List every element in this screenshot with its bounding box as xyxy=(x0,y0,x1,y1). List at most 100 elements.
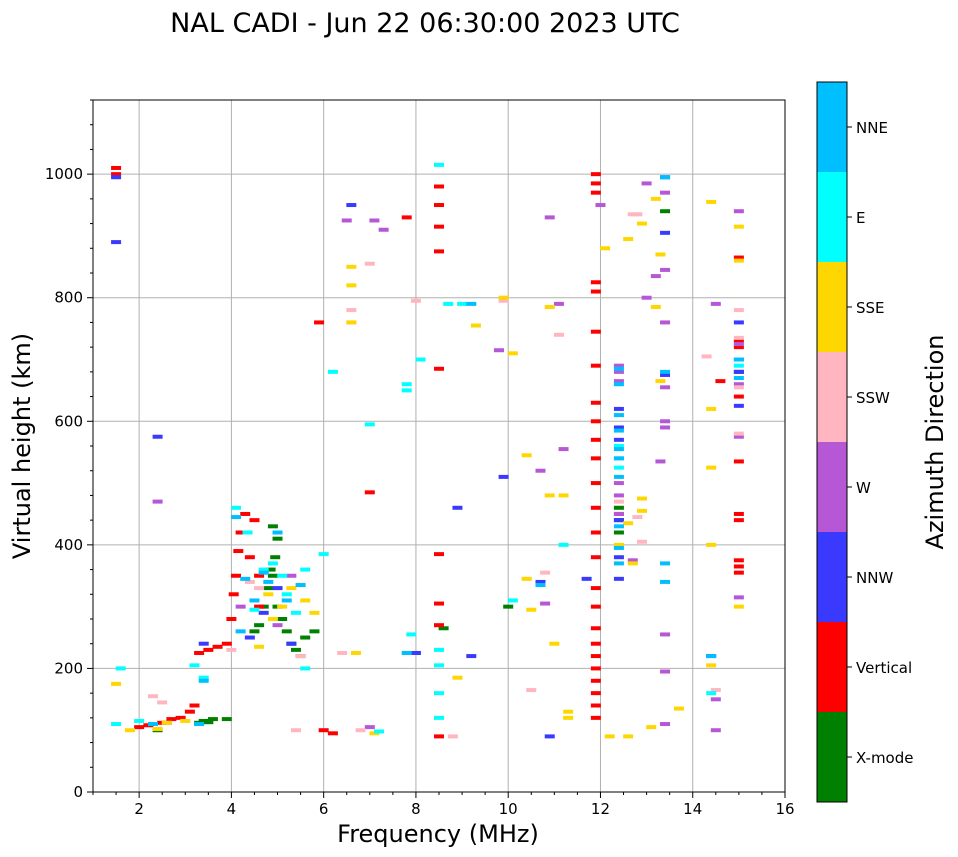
data-point-vertical xyxy=(434,203,444,208)
data-point-nne xyxy=(660,561,671,566)
data-point-sse xyxy=(636,508,647,513)
y-axis-label: Virtual height (km) xyxy=(8,333,36,559)
data-point-vertical xyxy=(590,456,601,461)
data-point-ssw xyxy=(733,385,744,390)
data-point-vertical xyxy=(111,172,122,177)
data-point-x-mode xyxy=(265,567,276,572)
colorbar-segment-x-mode xyxy=(817,712,847,802)
data-point-vertical xyxy=(434,601,444,606)
data-point-nnw xyxy=(581,576,592,581)
data-point-x-mode xyxy=(249,629,260,634)
data-point-nnw xyxy=(660,230,671,235)
data-point-e xyxy=(507,598,518,603)
data-point-nne xyxy=(613,366,624,371)
data-point-x-mode xyxy=(270,555,281,560)
data-point-e xyxy=(558,542,569,547)
data-point-nnw xyxy=(613,576,624,581)
data-point-e xyxy=(434,663,444,668)
data-point-vertical xyxy=(590,715,601,720)
data-point-ssw xyxy=(244,579,255,584)
data-point-vertical xyxy=(233,549,244,554)
data-point-w xyxy=(660,385,671,390)
data-point-nnw xyxy=(346,203,357,208)
data-point-nnw xyxy=(613,518,624,523)
data-point-vertical xyxy=(733,558,744,563)
data-point-e xyxy=(364,422,375,427)
data-point-vertical xyxy=(221,641,232,646)
data-point-vertical xyxy=(733,338,744,343)
data-point-nnw xyxy=(410,650,421,655)
data-point-vertical xyxy=(590,678,601,683)
data-point-x-mode xyxy=(438,626,449,631)
data-point-sse xyxy=(267,617,278,621)
data-point-nne xyxy=(613,456,624,461)
data-point-x-mode xyxy=(613,505,624,510)
data-point-e xyxy=(327,369,338,374)
data-point-vertical xyxy=(733,564,744,569)
data-point-ssw xyxy=(447,734,458,739)
data-point-nne xyxy=(281,598,292,603)
data-point-nne xyxy=(235,629,246,634)
data-point-vertical xyxy=(134,725,145,730)
data-point-nnw xyxy=(258,610,269,615)
data-point-w xyxy=(733,382,744,387)
data-point-vertical xyxy=(434,552,444,557)
data-point-sse xyxy=(655,252,666,257)
data-point-ssw xyxy=(498,298,509,303)
data-point-vertical xyxy=(194,650,205,655)
data-point-w xyxy=(660,669,671,674)
data-point-sse xyxy=(263,592,274,597)
data-point-e xyxy=(258,567,269,572)
data-point-vertical xyxy=(590,481,601,486)
data-point-vertical xyxy=(314,320,325,325)
data-point-vertical xyxy=(254,604,265,609)
data-point-nne xyxy=(613,545,624,550)
x-tick-label: 16 xyxy=(775,800,794,818)
x-axis-ticks: 2 4 6 8 10 12 14 16 xyxy=(92,792,795,818)
data-point-sse xyxy=(470,323,481,328)
colorbar-segment-sse xyxy=(817,262,847,352)
data-point-nne xyxy=(660,579,671,584)
data-point-w xyxy=(660,267,671,272)
data-point-w xyxy=(613,369,624,374)
data-point-nnw xyxy=(198,641,209,646)
data-point-vertical xyxy=(364,490,375,495)
data-point-e xyxy=(267,561,278,566)
data-point-e xyxy=(242,530,253,535)
colorbar-tick-label: X-mode xyxy=(856,749,913,767)
colorbar-frame xyxy=(816,81,848,803)
data-point-e xyxy=(290,610,301,615)
data-point-ssw xyxy=(701,354,712,359)
data-point-w xyxy=(710,697,721,702)
data-point-w xyxy=(613,379,624,384)
data-point-w xyxy=(272,623,283,628)
data-point-sse xyxy=(706,542,717,547)
data-point-w xyxy=(660,190,671,195)
data-point-sse xyxy=(452,675,463,680)
data-point-ssw xyxy=(254,586,265,591)
x-tick-label: 4 xyxy=(227,800,237,818)
data-point-sse xyxy=(646,725,657,730)
data-point-sse xyxy=(650,196,661,201)
data-point-x-mode xyxy=(207,717,218,722)
data-point-e xyxy=(281,592,292,597)
data-point-w xyxy=(660,320,671,325)
data-point-nnw xyxy=(733,403,744,408)
x-tick-label: 8 xyxy=(411,800,421,818)
data-point-vertical xyxy=(244,555,255,560)
data-point-sse xyxy=(521,576,532,581)
y-tick-label: 1000 xyxy=(45,165,83,183)
data-point-nne xyxy=(147,722,158,727)
data-point-vertical xyxy=(733,459,744,464)
data-point-vertical xyxy=(590,172,601,177)
data-point-vertical xyxy=(733,570,744,575)
data-point-nne xyxy=(231,515,242,520)
data-point-e xyxy=(231,505,242,510)
data-point-vertical xyxy=(590,363,601,368)
data-point-sse xyxy=(706,465,717,470)
data-point-sse xyxy=(655,379,666,384)
data-point-x-mode xyxy=(254,623,265,628)
data-point-e xyxy=(613,444,624,448)
data-point-w xyxy=(235,604,246,609)
